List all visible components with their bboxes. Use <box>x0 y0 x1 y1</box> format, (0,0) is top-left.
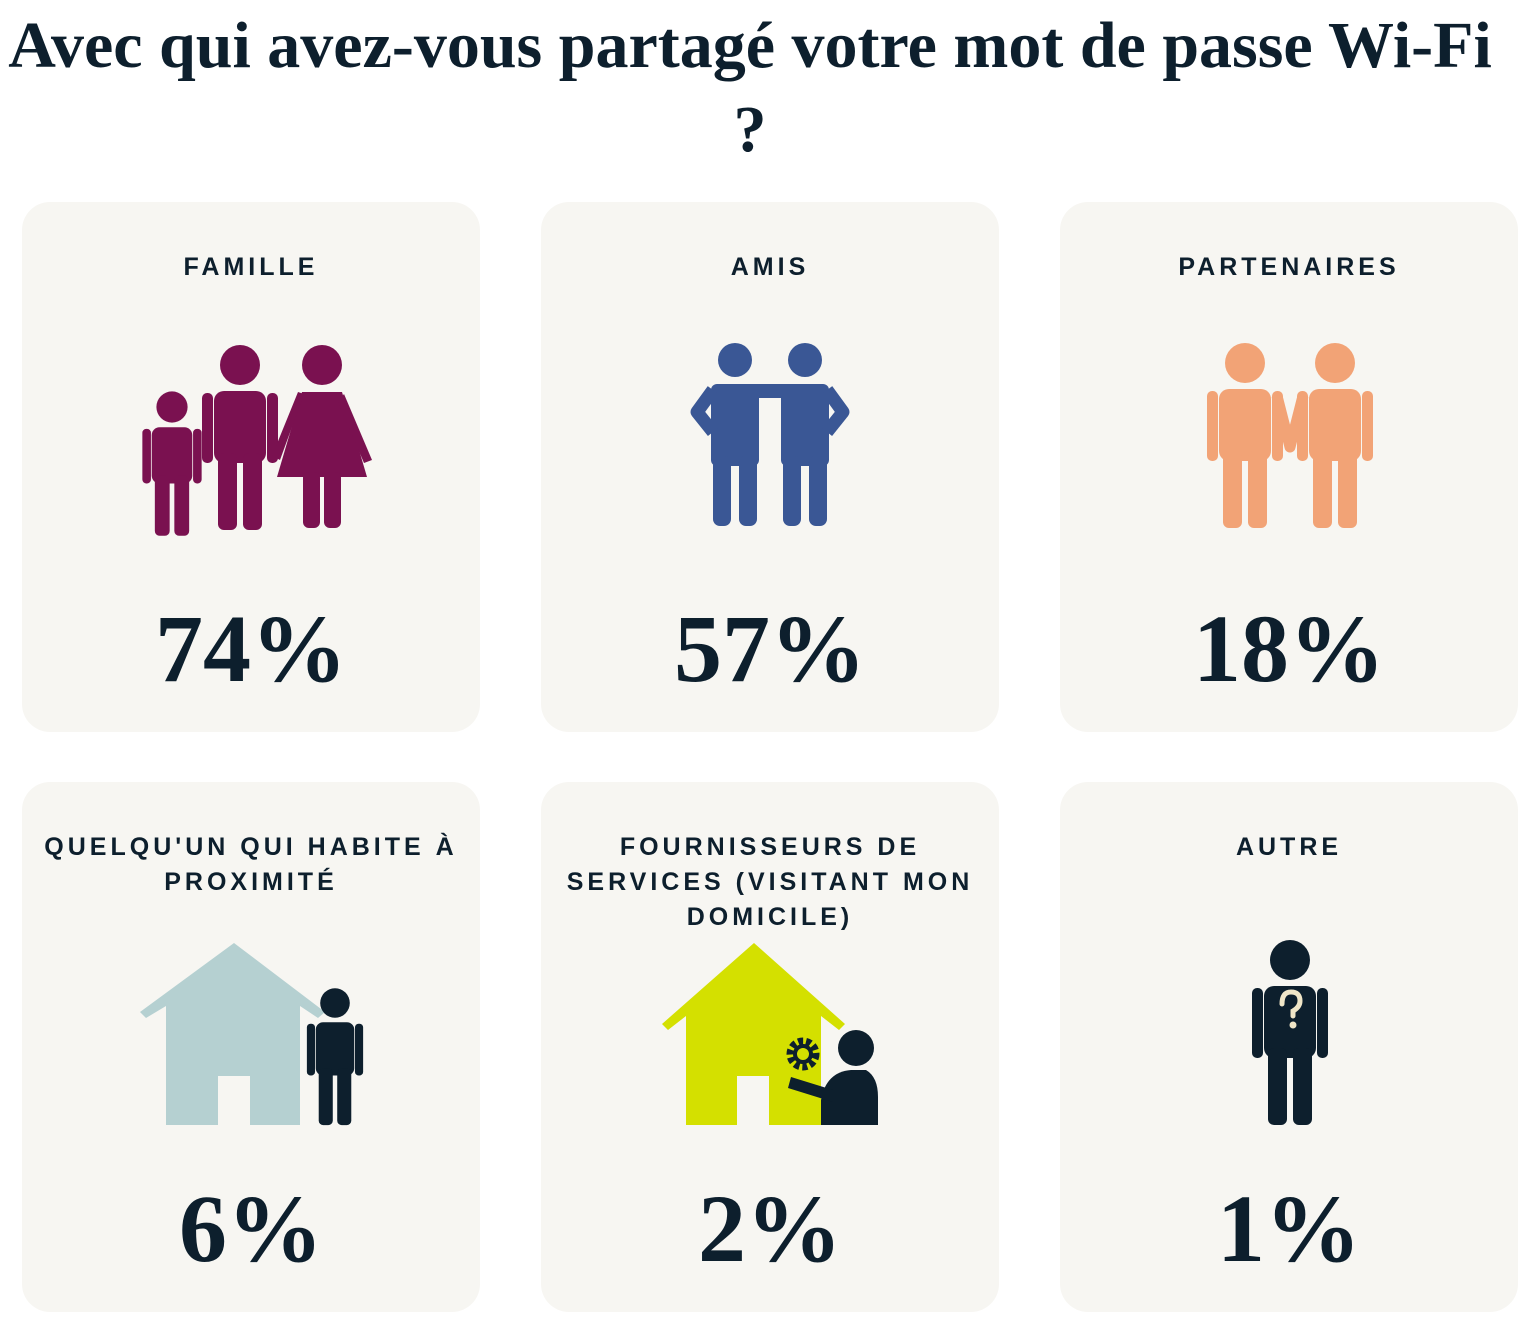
card-label: FAMILLE <box>183 253 319 281</box>
woman-arm <box>338 394 372 463</box>
woman-arm <box>272 392 304 460</box>
family-icon <box>142 345 372 536</box>
neighbor-icon <box>140 943 364 1126</box>
card-value: 74% <box>155 595 347 702</box>
question-dot <box>1289 1021 1297 1029</box>
title: Avec qui avez-vous partagé votre mot de … <box>8 9 1492 166</box>
card-label: AUTRE <box>1235 833 1343 861</box>
card-label: FOURNISSEURS DE SERVICES (VISITANT MON D… <box>566 833 974 931</box>
woman-leg <box>303 472 320 528</box>
head <box>838 1030 874 1066</box>
friends-icon <box>690 343 850 526</box>
gear-core <box>793 1044 813 1064</box>
partners <box>1207 343 1373 528</box>
card-label: AMIS <box>730 253 810 281</box>
card-value: 1% <box>1217 1175 1361 1282</box>
card: QUELQU'UN QUI HABITE À PROXIMITÉ 6% <box>22 782 480 1312</box>
card-value: 57% <box>674 595 866 702</box>
question-mark <box>1279 989 1303 1019</box>
partners-icon <box>1207 343 1373 528</box>
friend <box>711 343 759 526</box>
technician <box>786 1030 878 1125</box>
card: AUTRE 1% <box>1060 782 1518 1312</box>
body <box>821 1070 878 1125</box>
other-icon <box>1252 940 1328 1125</box>
woman-head <box>302 345 342 385</box>
house <box>662 943 845 1125</box>
friend <box>781 343 829 526</box>
shoulder-arms <box>731 384 809 398</box>
unknown-person <box>1252 940 1328 1125</box>
card-label: QUELQU'UN QUI HABITE À PROXIMITÉ <box>44 833 458 896</box>
service-icon <box>662 943 878 1125</box>
man <box>202 345 278 530</box>
arm <box>788 1077 833 1102</box>
arm <box>690 386 719 437</box>
card-value: 6% <box>179 1175 323 1282</box>
child <box>142 391 202 536</box>
card: FAMILLE 74% <box>22 202 480 732</box>
arm <box>821 386 850 437</box>
card: PARTENAIRES 18% <box>1060 202 1518 732</box>
gear <box>786 1037 820 1071</box>
card: AMIS 57% <box>541 202 999 732</box>
card: FOURNISSEURS DE SERVICES (VISITANT MON D… <box>541 782 999 1312</box>
card-value: 2% <box>698 1175 842 1282</box>
house <box>140 943 325 1125</box>
woman-leg <box>324 472 341 528</box>
card-value: 18% <box>1193 595 1385 702</box>
partner <box>1297 343 1373 528</box>
held-hands <box>1271 394 1309 453</box>
friends <box>690 343 850 526</box>
partner <box>1207 343 1283 528</box>
card-label: PARTENAIRES <box>1178 253 1400 281</box>
family <box>142 345 372 536</box>
